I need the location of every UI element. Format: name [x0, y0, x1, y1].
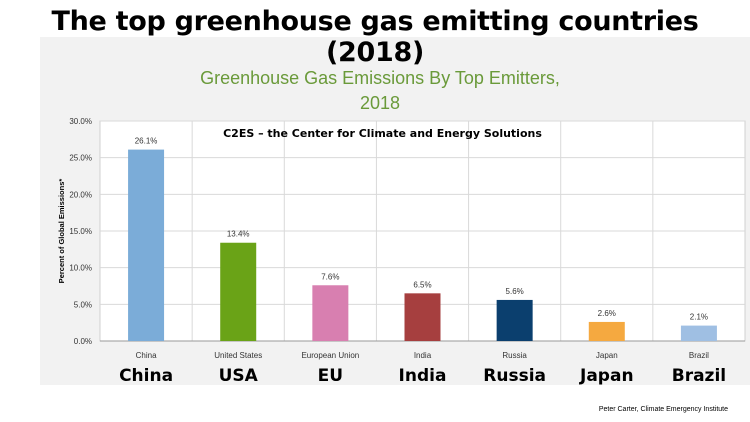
bar-value-label: 2.1% [690, 313, 708, 322]
big-country-label: India [398, 366, 447, 386]
bar-india [404, 293, 441, 341]
bar-china [128, 149, 165, 341]
y-tick-label: 25.0% [69, 154, 92, 163]
x-tick-label: India [414, 351, 432, 360]
bar-united-states [220, 242, 257, 341]
y-axis-label: Percent of Global Emissions* [57, 179, 66, 284]
x-tick-label: European Union [301, 351, 359, 360]
y-tick-label: 5.0% [74, 300, 92, 309]
chart-title-line2: 2018 [359, 93, 401, 113]
bar-value-label: 13.4% [227, 230, 250, 239]
chart-title-line1: Greenhouse Gas Emissions By Top Emitters… [200, 68, 560, 88]
bar-value-label: 5.6% [506, 287, 524, 296]
big-country-label: Russia [483, 366, 546, 386]
y-tick-label: 15.0% [69, 227, 92, 236]
bar-value-label: 7.6% [321, 272, 339, 281]
slide-title: The top greenhouse gas emitting countrie… [51, 6, 699, 68]
bar-value-label: 6.5% [413, 280, 431, 289]
big-country-label: USA [218, 366, 258, 386]
y-tick-label: 10.0% [69, 264, 92, 273]
bar-value-label: 26.1% [135, 137, 158, 146]
y-tick-label: 30.0% [69, 117, 92, 126]
big-country-label: China [119, 366, 174, 386]
y-tick-label: 0.0% [74, 337, 92, 346]
bar-value-label: 2.6% [598, 309, 616, 318]
bar-japan [588, 321, 625, 341]
credit-text: Peter Carter, Climate Emergency Institut… [598, 406, 728, 413]
big-country-label: EU [317, 366, 344, 386]
bar-european-union [312, 285, 349, 341]
big-country-label: Japan [580, 366, 634, 386]
x-tick-label: Brazil [689, 351, 709, 360]
bar-brazil [680, 325, 717, 341]
x-tick-label: United States [214, 351, 262, 360]
chart-subtitle: C2ES – the Center for Climate and Energy… [223, 127, 542, 140]
x-tick-label: China [136, 351, 157, 360]
bar-russia [496, 299, 533, 341]
x-tick-label: Russia [502, 351, 527, 360]
x-tick-label: Japan [596, 351, 618, 360]
big-country-label: Brazil [671, 366, 727, 386]
y-tick-label: 20.0% [69, 190, 92, 199]
